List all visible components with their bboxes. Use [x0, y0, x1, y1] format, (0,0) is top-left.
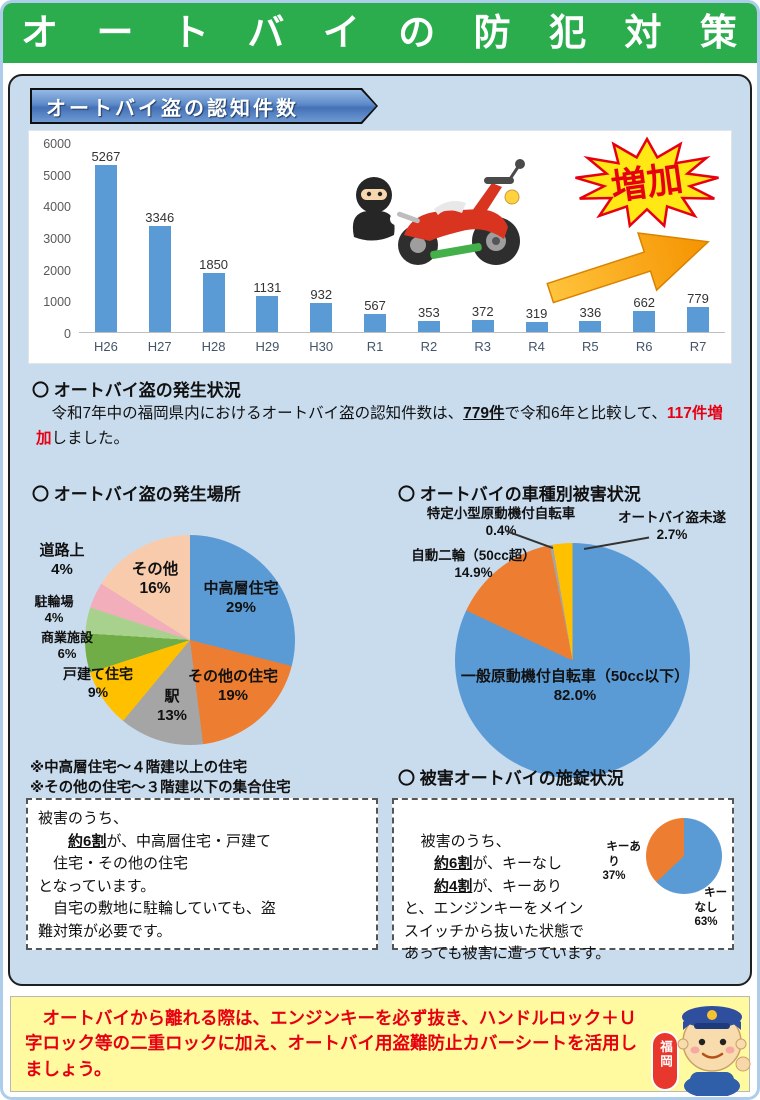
x-axis-label: R3 — [474, 339, 492, 354]
x-axis-label: R5 — [582, 339, 599, 354]
bar-column: 1850 H28 — [187, 143, 241, 354]
vehicle-type-pie-chart — [455, 543, 690, 778]
bar — [633, 311, 656, 332]
pie-slice-label: 中高層住宅 29% — [203, 580, 279, 616]
increase-burst: 増加 — [575, 136, 719, 229]
mascot-badge-label: 福岡 — [658, 1039, 673, 1069]
bar-column: 662 R6 — [617, 143, 671, 354]
bar-value-label: 1131 — [253, 280, 282, 296]
pie-slice-label: その他の住宅 19% — [187, 668, 278, 704]
bar-value-label: 319 — [525, 305, 548, 321]
pie-slice-label: キーあり 37% — [602, 841, 641, 883]
bar-value-label: 372 — [471, 304, 494, 320]
place-summary-text: 被害のうち、 約6割が、中高層住宅・戸建て 住宅・その他の住宅 となっています。… — [38, 810, 276, 940]
bar-chart: 0 1000 2000 3000 4000 5000 6000 5267 H26 3346 H27… — [28, 130, 732, 364]
fukuoka-police-mascot: 福岡 — [651, 1006, 751, 1096]
bar-value-label: 353 — [418, 304, 440, 320]
y-tick-label: 4000 — [43, 200, 71, 215]
bar-value-label: 567 — [364, 298, 386, 313]
y-tick-label: 3000 — [43, 232, 71, 246]
y-tick-label: 6000 — [43, 137, 71, 151]
bar-column: 3346 H27 — [133, 143, 187, 354]
header-banner: オートバイの防犯対策 — [3, 3, 757, 63]
lock-summary-box: 被害のうち、 約6割が、キーなし 約4割が、キーあり と、エンジンキーをメイン … — [392, 798, 734, 962]
thief-motorcycle-illustration — [352, 159, 525, 265]
x-axis-label: H28 — [201, 339, 226, 354]
y-axis: 0 1000 2000 3000 4000 5000 6000 — [29, 137, 75, 341]
bar — [417, 320, 440, 332]
bar — [310, 302, 333, 332]
bar-column: 353 R2 — [402, 143, 456, 354]
x-axis-label: H27 — [147, 339, 172, 354]
advice-text: オートバイから離れる際は、エンジンキーを必ず抜き、ハンドルロック＋Ｕ字ロック等の… — [25, 1008, 638, 1079]
x-axis-label: R6 — [635, 339, 653, 354]
bar — [256, 296, 279, 332]
bar — [687, 307, 710, 332]
bar-column: 5267 H26 — [79, 143, 133, 354]
note-other-housing: ※その他の住宅～３階建以下の集合住宅 — [30, 780, 291, 796]
bar — [364, 314, 387, 332]
x-axis-label: R7 — [689, 339, 707, 354]
increase-arrow — [537, 206, 724, 332]
x-axis-label: H29 — [255, 339, 280, 354]
heading-place: 〇 オートバイ盗の発生場所 — [32, 485, 241, 504]
x-axis-label: R4 — [528, 339, 545, 354]
bar — [525, 321, 548, 332]
bar — [579, 321, 602, 332]
pie-slice-label: 自動二輪（50cc超） 14.9% — [411, 548, 536, 580]
bar-value-label: 779 — [687, 291, 709, 307]
advice-box: オートバイから離れる際は、エンジンキーを必ず抜き、ハンドルロック＋Ｕ字ロック等の… — [10, 996, 750, 1092]
y-tick-label: 0 — [64, 327, 71, 341]
pie-slice-label: 道路上 4% — [39, 542, 85, 578]
pie-slice-label: 商業施設 6% — [40, 630, 93, 662]
section-badge-label: オートバイ盗の認知件数 — [32, 90, 376, 122]
y-tick-label: 2000 — [43, 263, 71, 278]
pie-slice-label: 特定小型原動機付自転車 0.4% — [426, 506, 576, 538]
bar-value-label: 662 — [633, 295, 656, 310]
x-axis-label: H30 — [309, 339, 334, 354]
pie-slice-label: 駐輪場 4% — [34, 594, 74, 626]
heading-lock-status: 〇 被害オートバイの施錠状況 — [398, 769, 624, 788]
pie-slice-label: 一般原動機付自転車（50cc以下） 82.0% — [460, 668, 690, 704]
pie-slice-label: 駅 13% — [156, 688, 188, 724]
bar-value-label: 1850 — [199, 257, 229, 273]
increase-burst-label: 増加 — [608, 157, 685, 208]
bar — [148, 226, 171, 332]
x-axis-label: R1 — [366, 339, 384, 354]
heading-vehicle-type: 〇 オートバイの車種別被害状況 — [398, 485, 641, 504]
bar-columns: 5267 H26 3346 H27 1850 H28 1131 H29 932 H30 567 R1 3… — [79, 143, 725, 355]
pie-slice-label: オートバイ盗未遂 2.7% — [618, 510, 726, 542]
x-axis-label: H26 — [93, 339, 118, 354]
bar-column: 336 R5 — [563, 143, 617, 354]
bar-column: 932 H30 — [294, 143, 348, 355]
lock-pie-chart — [646, 818, 722, 894]
bar-column: 319 R4 — [510, 143, 564, 354]
pie-slice-label: 戸建て住宅 9% — [63, 666, 133, 700]
bar-column: 779 R7 — [671, 143, 725, 354]
bar-column: 1131 H29 — [240, 143, 294, 354]
bar-column: 567 R1 — [348, 143, 402, 354]
note-highrise: ※中高層住宅～４階建以上の住宅 — [30, 760, 248, 776]
place-pie-chart — [85, 535, 295, 745]
pie-slice-label: キーなし 63% — [694, 887, 728, 929]
bar-value-label: 336 — [579, 305, 602, 321]
page-title: オートバイの防犯対策 — [21, 12, 739, 53]
bar-value-label: 3346 — [145, 210, 175, 225]
bar-column: 372 R3 — [456, 143, 510, 354]
bar — [94, 165, 117, 332]
bar — [202, 273, 225, 332]
y-tick-label: 1000 — [43, 295, 71, 310]
bar — [471, 320, 494, 332]
place-summary-box: 被害のうち、 約6割が、中高層住宅・戸建て 住宅・その他の住宅 となっています。… — [26, 798, 378, 950]
heading-occurrence: 〇 オートバイ盗の発生状況 — [32, 381, 241, 400]
occurrence-paragraph: 令和7年中の福岡県内におけるオートバイ盗の認知件数は、779件で令和6年と比較し… — [36, 405, 723, 447]
bar-value-label: 5267 — [91, 149, 121, 165]
bar-value-label: 932 — [310, 286, 333, 302]
x-axis-label: R2 — [420, 339, 438, 354]
y-tick-label: 5000 — [43, 168, 71, 183]
section-badge-recognized-cases: オートバイ盗の認知件数 — [30, 88, 378, 124]
pie-slice-label: その他 16% — [131, 561, 179, 598]
lock-summary-text: 被害のうち、 約6割が、キーなし 約4割が、キーあり と、エンジンキーをメイン … — [404, 832, 611, 963]
